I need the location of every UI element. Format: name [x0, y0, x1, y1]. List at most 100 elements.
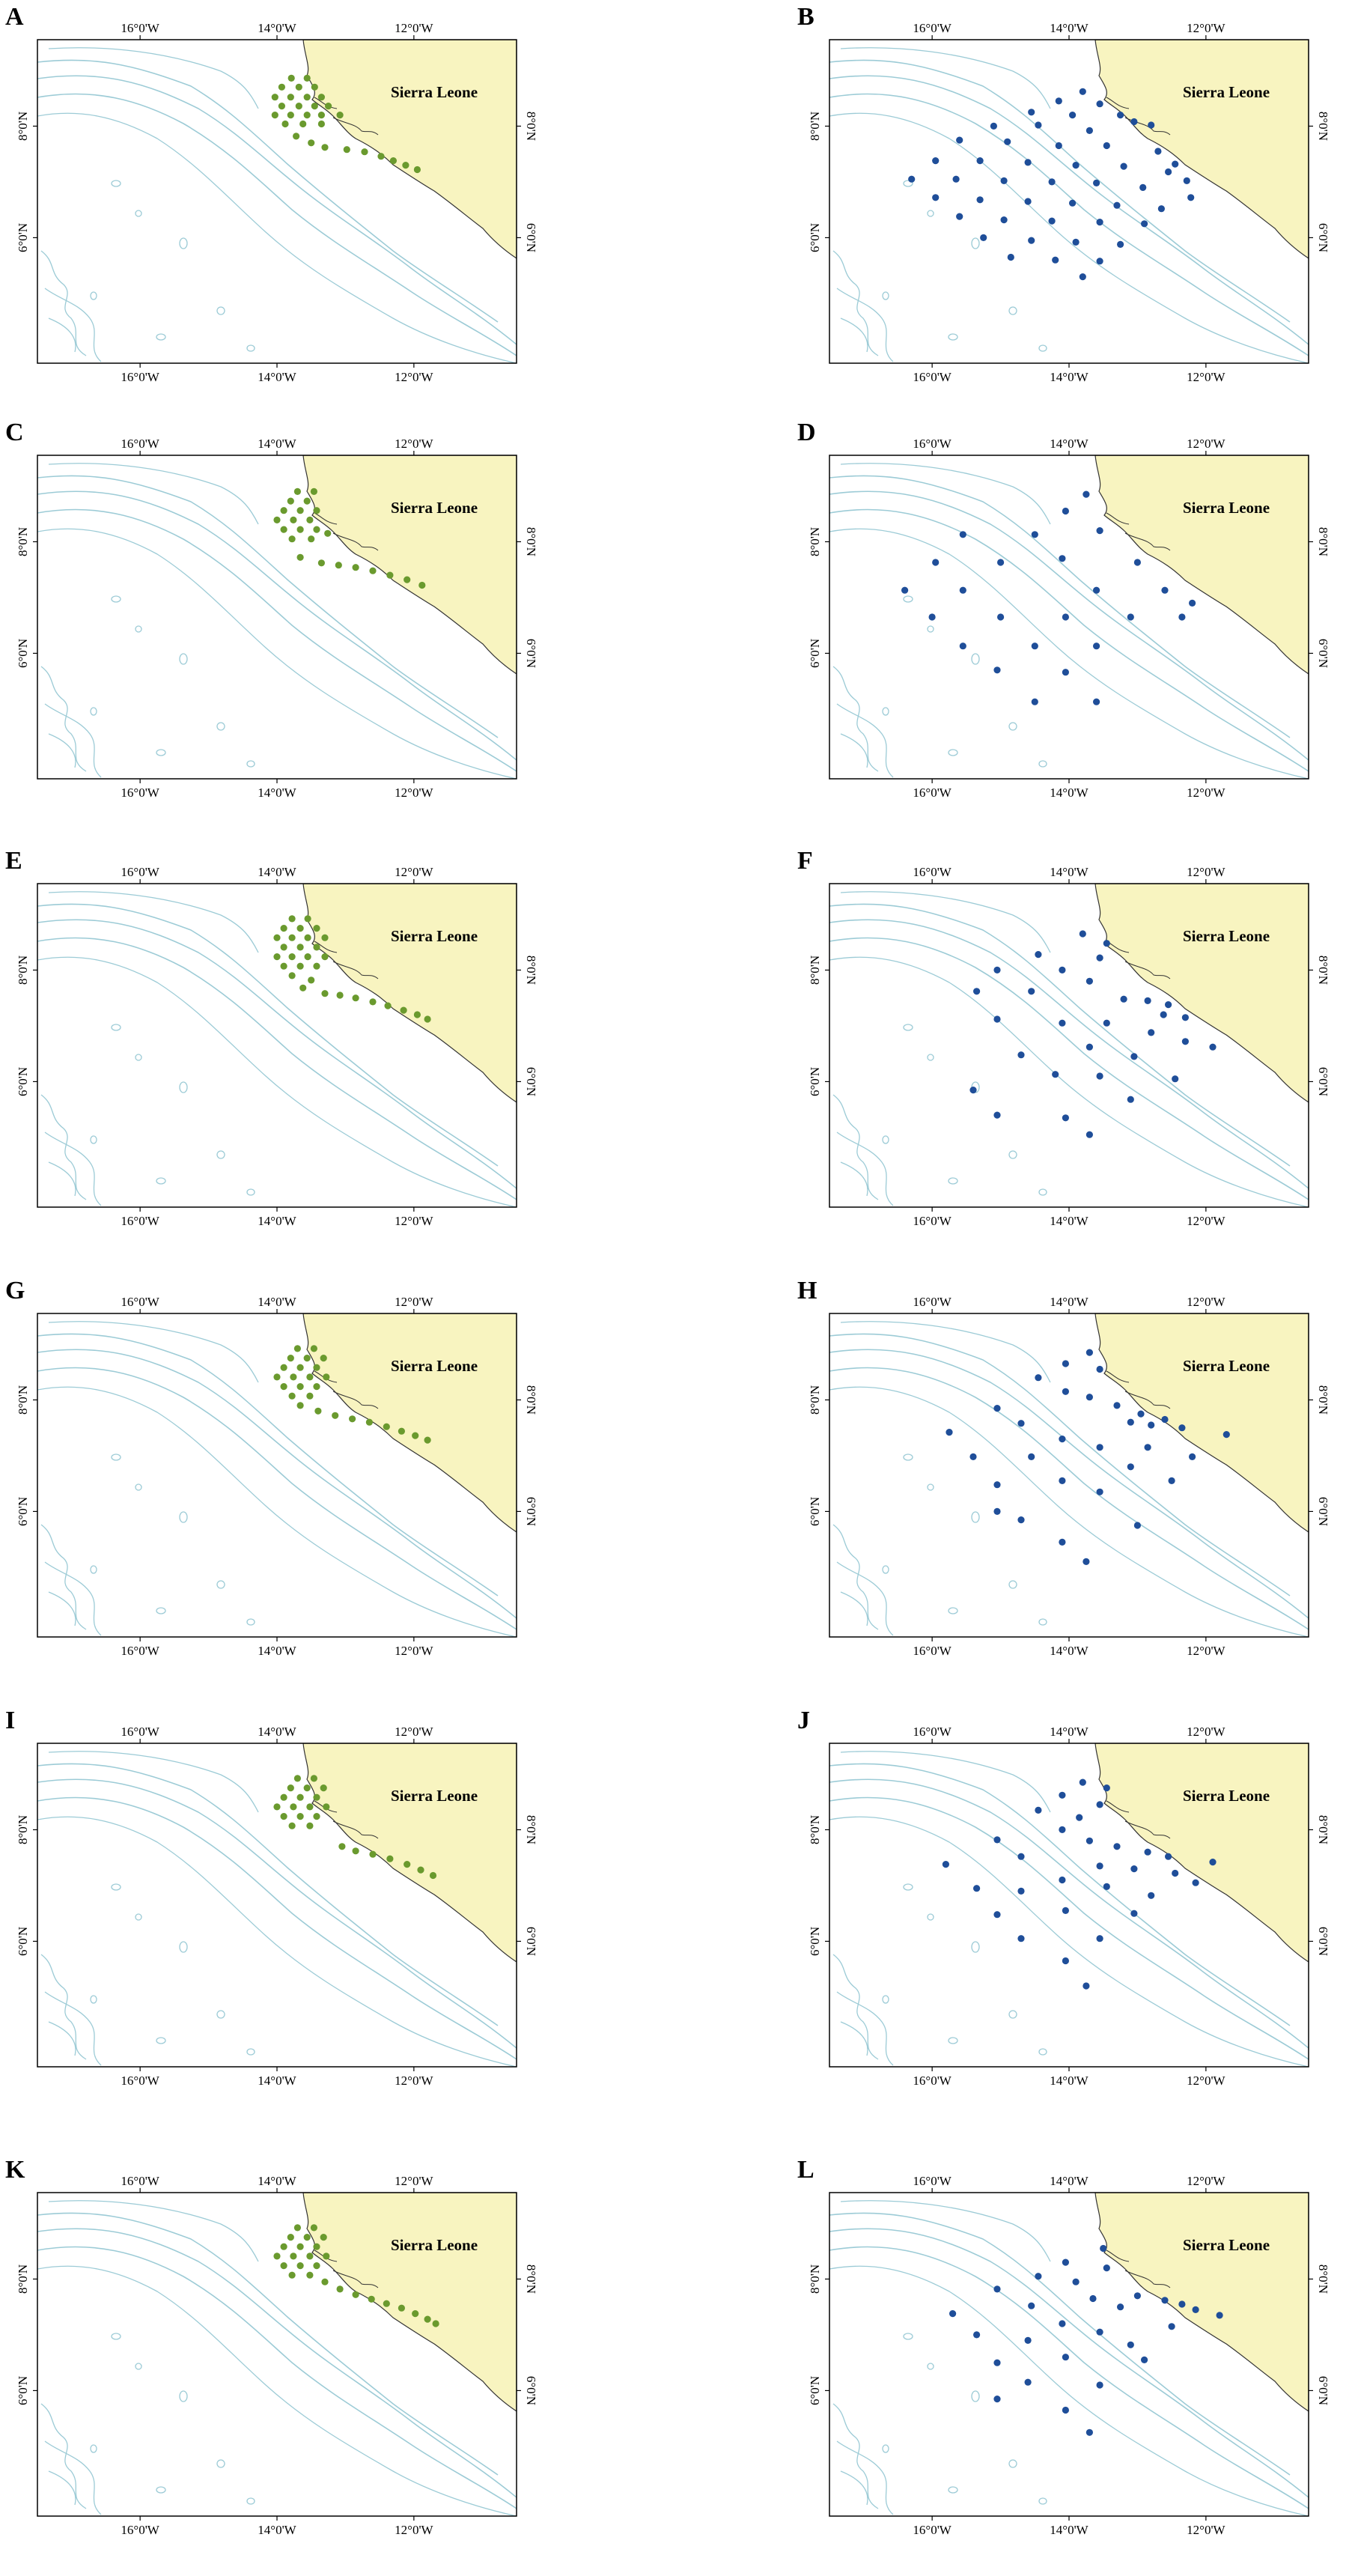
sampling-station — [1096, 1935, 1103, 1942]
lat-tick-label: 6°0'N — [808, 1067, 822, 1096]
seamount-contour — [971, 1941, 980, 1953]
sampling-station — [1127, 2341, 1134, 2348]
sampling-station — [1062, 2354, 1069, 2361]
lon-tick-label: 14°0'W — [1050, 2074, 1088, 2088]
sampling-station — [313, 962, 320, 970]
sampling-station — [299, 984, 307, 991]
sampling-station — [402, 162, 409, 169]
map-body: Sierra Leone — [829, 2193, 1309, 2516]
sampling-station — [1028, 1453, 1035, 1460]
sampling-station — [1089, 2294, 1097, 2303]
sampling-station — [1031, 531, 1038, 538]
sampling-station — [280, 1813, 287, 1820]
lat-tick-label: 8°0'N — [16, 956, 30, 985]
depth-contour — [829, 508, 1309, 772]
depth-contour — [840, 1591, 868, 1626]
sampling-station — [313, 2243, 320, 2250]
map-body: Sierra Leone — [37, 2193, 517, 2516]
lon-tick-label: 12°0'W — [1187, 437, 1225, 451]
lat-tick-label: 8°0'N — [1316, 527, 1330, 556]
sampling-station — [293, 133, 300, 140]
land-sierra-leone — [1094, 1313, 1309, 1533]
sampling-station — [1096, 258, 1103, 265]
depth-contour — [829, 475, 1291, 738]
depth-contour — [37, 1816, 517, 2067]
map-body: Sierra Leone — [829, 1743, 1309, 2067]
sampling-station — [1062, 1957, 1069, 1965]
sampling-station — [1103, 2264, 1110, 2272]
sampling-station — [299, 120, 307, 128]
lon-tick-label: 16°0'W — [121, 1295, 159, 1309]
depth-contour — [840, 1321, 1051, 1383]
sampling-station — [1165, 1853, 1172, 1860]
sampling-station — [352, 994, 359, 1002]
sampling-station — [959, 531, 966, 538]
seamount-contour — [156, 2037, 166, 2044]
sampling-station — [1117, 2303, 1124, 2311]
sampling-station — [308, 976, 315, 984]
country-label: Sierra Leone — [1183, 499, 1270, 517]
estuary-line — [314, 941, 338, 953]
lat-tick-label: 6°0'N — [1316, 639, 1330, 668]
depth-contour — [832, 250, 879, 356]
sampling-station — [323, 1373, 330, 1381]
seamount-contour — [1038, 1618, 1047, 1626]
seamount-contour — [903, 595, 913, 603]
seamount-contour — [903, 1024, 913, 1031]
sampling-station — [398, 1427, 406, 1435]
map-panel-c: C Sierra Leone 16°0'W 16°0'W 14°0'W 14°0'W 12°… — [4, 419, 678, 839]
map-svg: G Sierra Leone 16°0'W 16°0'W 14°0'W 14°0'W 12°… — [5, 1277, 538, 1658]
sampling-station — [1072, 2278, 1080, 2285]
sampling-station — [1096, 219, 1103, 226]
depth-contour — [48, 1751, 259, 1813]
lon-tick-label: 12°0'W — [1187, 786, 1225, 800]
sampling-station — [314, 1407, 322, 1415]
sampling-station — [311, 83, 318, 91]
depth-contour — [37, 2265, 517, 2516]
sampling-station — [1059, 1538, 1066, 1546]
map-body: Sierra Leone — [37, 40, 517, 363]
sampling-station — [1133, 2292, 1141, 2300]
lon-tick-label: 16°0'W — [913, 1644, 951, 1658]
sampling-station — [1172, 1075, 1179, 1083]
lon-tick-label: 16°0'W — [121, 2074, 159, 2088]
map-svg: E Sierra Leone 16°0'W 16°0'W 14°0'W 14°0'W 12°… — [5, 847, 538, 1228]
lon-tick-label: 14°0'W — [1050, 2523, 1088, 2537]
estuary-line — [1106, 1800, 1130, 1813]
sampling-station — [1120, 995, 1127, 1003]
lat-tick-label: 6°0'N — [808, 2376, 822, 2405]
seamount-contour — [216, 1150, 225, 1159]
map-panel-j: J Sierra Leone 16°0'W 16°0'W 14°0'W 14°0'W 12°… — [796, 1707, 1358, 2127]
sampling-station — [1079, 88, 1086, 95]
depth-contour — [48, 1321, 259, 1383]
depth-contour — [829, 1386, 1309, 1637]
sampling-station — [1076, 1814, 1083, 1821]
seamount-contour — [179, 1941, 188, 1953]
land-sierra-leone — [1094, 2193, 1309, 2412]
map-panel-a: A Sierra Leone 16°0'W 16°0'W 14°0'W 14°0'W 12°… — [4, 3, 678, 423]
lat-tick-label: 6°0'N — [808, 1927, 822, 1956]
sampling-station — [969, 1453, 977, 1460]
estuary-line — [314, 512, 338, 525]
land-sierra-leone — [302, 884, 517, 1103]
lat-tick-label: 8°0'N — [808, 956, 822, 985]
seamount-contour — [179, 237, 188, 249]
seamount-contour — [927, 625, 934, 633]
sampling-station — [404, 1861, 411, 1868]
map-body: Sierra Leone — [829, 1313, 1309, 1637]
estuary-line — [332, 117, 379, 136]
lon-tick-label: 16°0'W — [913, 786, 951, 800]
sampling-station — [400, 1006, 407, 1014]
depth-contour — [37, 1349, 517, 1619]
land-sierra-leone — [302, 455, 517, 675]
sampling-station — [280, 1793, 287, 1801]
sampling-station — [1079, 1778, 1086, 1786]
sampling-station — [304, 915, 311, 923]
estuary-line — [1124, 1391, 1171, 1409]
lon-tick-label: 16°0'W — [121, 370, 159, 384]
depth-contour — [840, 891, 1051, 953]
sampling-station — [1079, 273, 1086, 281]
sampling-station — [306, 1803, 314, 1811]
depth-contour — [37, 475, 499, 738]
lon-tick-label: 14°0'W — [1050, 2174, 1088, 2188]
